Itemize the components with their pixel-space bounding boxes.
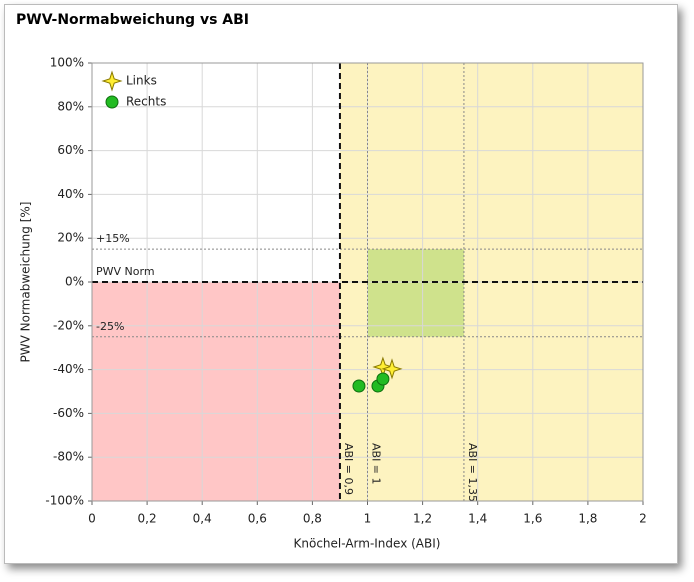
y-tick-label: 40%: [57, 187, 84, 201]
reference-label: ABI = 1,35: [466, 443, 479, 502]
x-tick-label: 0,8: [303, 512, 322, 526]
data-point: [381, 358, 403, 380]
plot-border: [91, 62, 644, 502]
reference-label: +15%: [96, 232, 130, 245]
reference-label: ABI = 0,9: [342, 443, 355, 495]
y-tick-label: 100%: [50, 56, 84, 70]
y-tick-label: -60%: [53, 406, 84, 420]
x-tick-label: 1,2: [413, 512, 432, 526]
y-axis-label: PWV Normabweichung [%]: [19, 202, 33, 363]
y-tick-label: -80%: [53, 450, 84, 464]
legend-marker: [101, 70, 123, 92]
x-axis-label: Knöchel-Arm-Index (ABI): [294, 537, 441, 551]
x-tick-label: 0: [88, 512, 96, 526]
x-tick-label: 1: [364, 512, 372, 526]
legend-marker: [105, 95, 119, 109]
x-tick-label: 0,2: [138, 512, 157, 526]
y-tick-label: 20%: [57, 231, 84, 245]
region: [92, 282, 340, 501]
y-tick-label: 0%: [65, 275, 84, 289]
x-tick-label: 0,6: [248, 512, 267, 526]
x-tick-label: 1,4: [468, 512, 487, 526]
legend-label: Links: [126, 74, 157, 88]
y-tick-label: -100%: [45, 494, 84, 508]
x-tick-label: 0,4: [193, 512, 212, 526]
data-point: [352, 379, 366, 393]
region: [367, 249, 464, 337]
y-tick-label: -40%: [53, 362, 84, 376]
y-tick-label: 60%: [57, 143, 84, 157]
legend-label: Rechts: [126, 95, 166, 109]
chart-title: PWV-Normabweichung vs ABI: [16, 12, 249, 28]
x-tick-label: 1,6: [523, 512, 542, 526]
y-tick-label: 80%: [57, 99, 84, 113]
y-tick-label: -20%: [53, 318, 84, 332]
reference-label: ABI = 1: [370, 443, 383, 485]
reference-label: -25%: [96, 320, 124, 333]
data-point: [376, 372, 390, 386]
reference-label: PWV Norm: [96, 265, 155, 278]
x-tick-label: 1,8: [578, 512, 597, 526]
x-tick-label: 2: [639, 512, 647, 526]
